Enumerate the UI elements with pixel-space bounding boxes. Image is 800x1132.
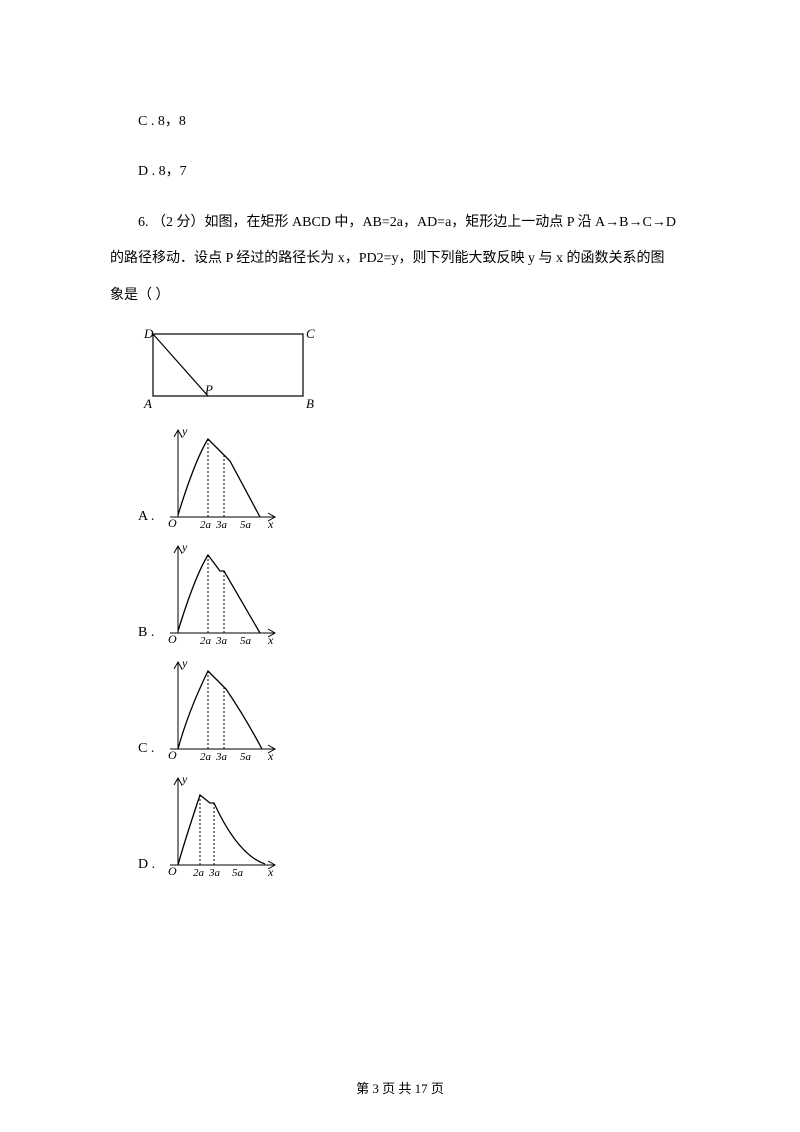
option-c: C . y O 2a 3a 5a x (110, 657, 690, 767)
O-label-b: O (168, 632, 177, 646)
t2-c: 3a (215, 751, 228, 763)
option-b: B . y O 2a 3a 5a x (110, 541, 690, 651)
option-c-label: C . (110, 731, 160, 767)
option-d-chart: y O 2a 3a 5a x (160, 773, 285, 883)
curve-c (178, 671, 262, 749)
label-P: P (204, 382, 213, 397)
t3: 5a (240, 519, 252, 531)
question-6: 6. （2 分）如图，在矩形 ABCD 中，AB=2a，AD=a，矩形边上一动点… (110, 205, 690, 314)
t3-b: 5a (240, 635, 252, 647)
t2: 3a (215, 519, 228, 531)
O-label: O (168, 516, 177, 530)
t2-d: 3a (208, 867, 221, 879)
x-label-d: x (267, 865, 274, 879)
curve-d (178, 795, 265, 865)
option-a-chart: y O 2a 3a 5a x (160, 425, 285, 535)
option-d-prev: D . 8，7 (110, 154, 690, 190)
x-label-c: x (267, 749, 274, 763)
t2-b: 3a (215, 635, 228, 647)
curve-b (178, 555, 260, 633)
t3-d: 5a (232, 867, 244, 879)
option-d: D . y O 2a 3a 5a x (110, 773, 690, 883)
t1-b: 2a (200, 635, 212, 647)
page-container: C . 8，8 D . 8，7 6. （2 分）如图，在矩形 ABCD 中，AB… (0, 0, 800, 1132)
option-d-label: D . (110, 847, 160, 883)
curve-a (178, 439, 260, 517)
y-label-c: y (181, 657, 188, 670)
label-B: B (306, 396, 314, 411)
O-label-c: O (168, 748, 177, 762)
page-footer: 第 3 页 共 17 页 (0, 1072, 800, 1106)
rectangle-diagram: D C A B P (138, 324, 690, 419)
q6-line2: 的路径移动．设点 P 经过的路径长为 x，PD2=y，则下列能大致反映 y 与 … (110, 241, 690, 277)
option-b-chart: y O 2a 3a 5a x (160, 541, 285, 651)
option-c-chart: y O 2a 3a 5a x (160, 657, 285, 767)
label-A: A (143, 396, 152, 411)
t3-c: 5a (240, 751, 252, 763)
q6-line3: 象是（ ） (110, 278, 690, 314)
t1: 2a (200, 519, 212, 531)
option-b-label: B . (110, 615, 160, 651)
O-label-d: O (168, 864, 177, 878)
option-a-label: A . (110, 499, 160, 535)
label-D: D (143, 326, 154, 341)
rect-svg: D C A B P (138, 324, 318, 419)
y-label: y (181, 425, 188, 438)
option-c-prev: C . 8，8 (110, 104, 690, 140)
label-C: C (306, 326, 315, 341)
t1-d: 2a (193, 867, 205, 879)
x-label: x (267, 517, 274, 531)
y-label-d: y (181, 773, 188, 786)
x-label-b: x (267, 633, 274, 647)
option-a: A . y O 2a 3a 5a x (110, 425, 690, 535)
q6-line1: 6. （2 分）如图，在矩形 ABCD 中，AB=2a，AD=a，矩形边上一动点… (110, 205, 690, 241)
t1-c: 2a (200, 751, 212, 763)
y-label-b: y (181, 541, 188, 554)
